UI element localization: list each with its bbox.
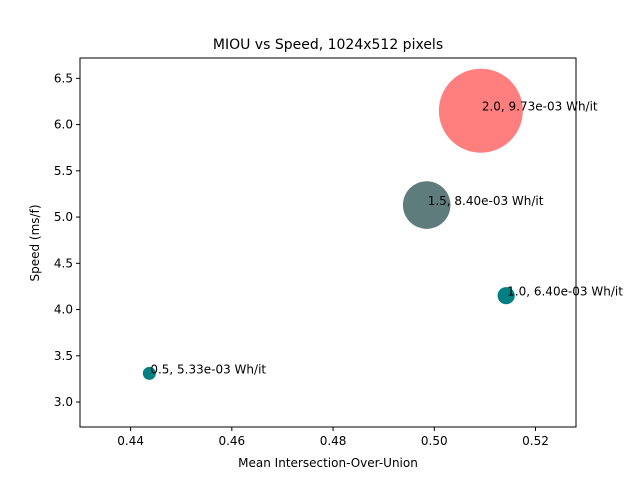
y-axis-label: Speed (ms/f) — [28, 204, 42, 281]
data-label-2: 1.5, 8.40e-03 Wh/it — [428, 194, 544, 208]
y-tick-label-3: 4.5 — [54, 256, 73, 270]
y-tick-label-2: 4.0 — [54, 303, 73, 317]
data-label-0: 0.5, 5.33e-03 Wh/it — [150, 362, 266, 376]
data-marks — [142, 68, 523, 380]
y-tick-label-1: 3.5 — [54, 349, 73, 363]
data-point-3 — [438, 68, 523, 153]
y-tick-label-0: 3.0 — [54, 395, 73, 409]
data-label-1: 1.0, 6.40e-03 Wh/it — [507, 285, 623, 299]
y-tick-label-4: 5.0 — [54, 210, 73, 224]
data-point-2 — [402, 181, 451, 229]
plot-frame — [79, 57, 577, 428]
x-tick-label-4: 0.52 — [522, 434, 549, 448]
x-tick-label-1: 0.46 — [218, 434, 245, 448]
data-point-0 — [142, 366, 156, 380]
data-label-3: 2.0, 9.73e-03 Wh/it — [482, 100, 598, 114]
x-tick-label-2: 0.48 — [320, 434, 347, 448]
x-tick-label-0: 0.44 — [117, 434, 144, 448]
data-labels: 0.5, 5.33e-03 Wh/it 1.0, 6.40e-03 Wh/it 1.… — [150, 100, 623, 377]
chart-title: MIOU vs Speed, 1024x512 pixels — [213, 37, 443, 53]
x-tick-label-3: 0.50 — [421, 434, 448, 448]
y-tick-label-6: 6.0 — [54, 118, 73, 132]
data-point-1 — [497, 287, 515, 305]
x-axis: 0.44 0.46 0.48 0.50 0.52 — [117, 427, 549, 448]
y-tick-label-7: 6.5 — [54, 71, 73, 85]
y-axis: 3.0 3.5 4.0 4.5 5.0 5.5 6.0 6.5 — [54, 71, 80, 409]
y-tick-label-5: 5.5 — [54, 164, 73, 178]
x-axis-label: Mean Intersection-Over-Union — [238, 456, 418, 470]
